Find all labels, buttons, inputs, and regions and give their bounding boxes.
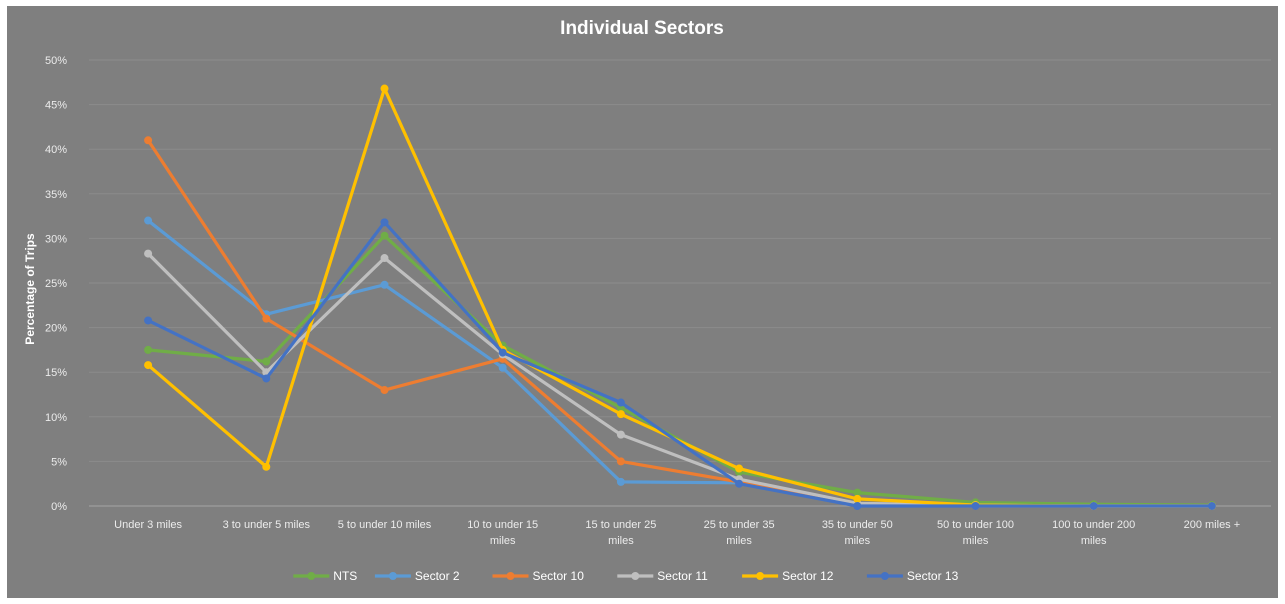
data-point bbox=[616, 430, 625, 439]
x-tick-label: 5 to under 10 miles bbox=[338, 519, 432, 531]
legend-label: Sector 10 bbox=[533, 569, 585, 583]
legend-item: NTS bbox=[293, 569, 357, 583]
data-point bbox=[380, 231, 389, 240]
data-point bbox=[380, 84, 389, 93]
y-tick-label: 25% bbox=[45, 278, 67, 290]
x-tick-label: 3 to under 5 miles bbox=[223, 519, 311, 531]
x-axis-ticks: Under 3 miles 3 to under 5 miles 5 to unde… bbox=[114, 519, 1240, 547]
y-tick-label: 40% bbox=[45, 144, 67, 156]
series-sector-2 bbox=[144, 216, 1216, 510]
data-point bbox=[616, 477, 625, 486]
x-tick-label: Under 3 miles bbox=[114, 519, 182, 531]
data-point bbox=[144, 249, 153, 258]
data-point bbox=[616, 410, 625, 419]
legend-item: Sector 10 bbox=[492, 569, 585, 583]
data-point bbox=[498, 348, 507, 357]
legend-marker bbox=[506, 572, 515, 580]
legend-label: Sector 13 bbox=[907, 569, 959, 583]
data-point bbox=[616, 457, 625, 466]
series-line bbox=[147, 219, 1212, 508]
series-line bbox=[147, 234, 1212, 507]
x-tick-label: 35 to under 50 miles bbox=[822, 519, 893, 547]
y-tick-label: 20% bbox=[45, 323, 67, 335]
legend-label: Sector 12 bbox=[782, 569, 834, 583]
data-point bbox=[144, 316, 153, 325]
data-point bbox=[380, 280, 389, 289]
y-tick-label: 0% bbox=[51, 501, 67, 513]
data-point bbox=[380, 386, 389, 395]
y-axis-label: Percentage of Trips bbox=[23, 233, 37, 345]
chart-frame: Individual Sectors Percentage of Trips 0… bbox=[7, 6, 1278, 598]
y-tick-label: 45% bbox=[45, 100, 67, 112]
y-tick-label: 30% bbox=[45, 233, 67, 245]
data-point bbox=[380, 254, 389, 263]
series-sector-10 bbox=[144, 136, 1216, 510]
legend-marker bbox=[756, 572, 765, 580]
data-point bbox=[262, 374, 271, 383]
data-point bbox=[262, 462, 271, 471]
data-point bbox=[616, 398, 625, 407]
y-tick-label: 15% bbox=[45, 367, 67, 379]
y-tick-label: 5% bbox=[51, 456, 67, 468]
data-point bbox=[144, 216, 153, 225]
data-point bbox=[498, 363, 507, 372]
legend-marker bbox=[631, 572, 640, 580]
legend-marker bbox=[880, 572, 889, 580]
legend-item: Sector 2 bbox=[374, 569, 460, 583]
line-chart: Individual Sectors Percentage of Trips 0… bbox=[23, 18, 1271, 583]
legend-label: NTS bbox=[333, 569, 357, 583]
y-tick-label: 50% bbox=[45, 55, 67, 67]
gridlines bbox=[89, 59, 1271, 507]
data-point bbox=[971, 502, 980, 510]
data-point bbox=[262, 357, 271, 366]
series-sector-12 bbox=[144, 84, 1216, 510]
series-lines bbox=[144, 84, 1216, 510]
data-point bbox=[1207, 502, 1216, 510]
legend-label: Sector 2 bbox=[415, 569, 460, 583]
data-point bbox=[144, 136, 153, 145]
series-line bbox=[147, 220, 1212, 508]
data-point bbox=[853, 502, 862, 510]
legend-item: Sector 12 bbox=[742, 569, 834, 583]
data-point bbox=[144, 361, 153, 370]
data-point bbox=[735, 464, 744, 473]
legend: NTS Sector 2 Sector 10 Sector 11 Sector 12 Se… bbox=[293, 569, 959, 583]
x-tick-label: 10 to under 15 miles bbox=[467, 519, 538, 547]
legend-marker bbox=[307, 572, 316, 580]
data-point bbox=[380, 218, 389, 227]
chart-title: Individual Sectors bbox=[560, 18, 724, 39]
data-point bbox=[1089, 502, 1098, 510]
series-line bbox=[146, 252, 1212, 508]
x-tick-label: 15 to under 25 miles bbox=[585, 519, 656, 547]
y-tick-label: 10% bbox=[45, 412, 67, 424]
data-point bbox=[735, 479, 744, 488]
y-axis-ticks: 0% 5% 10% 15% 20% 25% 30% 35% 40% 45% 50% bbox=[45, 55, 67, 513]
legend-item: Sector 11 bbox=[617, 569, 708, 583]
x-tick-label: 200 miles + bbox=[1184, 519, 1241, 531]
series-nts bbox=[144, 231, 1216, 510]
legend-marker bbox=[388, 572, 397, 580]
series-sector-13 bbox=[144, 218, 1216, 510]
legend-item: Sector 13 bbox=[866, 569, 959, 583]
data-point bbox=[262, 314, 271, 323]
x-tick-label: 25 to under 35 miles bbox=[704, 519, 775, 547]
data-point bbox=[144, 345, 153, 354]
legend-label: Sector 11 bbox=[657, 569, 708, 583]
x-tick-label: 100 to under 200 miles bbox=[1052, 519, 1135, 547]
data-point bbox=[853, 488, 862, 497]
x-tick-label: 50 to under 100 miles bbox=[937, 519, 1014, 547]
y-tick-label: 35% bbox=[45, 189, 67, 201]
data-point bbox=[853, 494, 862, 503]
